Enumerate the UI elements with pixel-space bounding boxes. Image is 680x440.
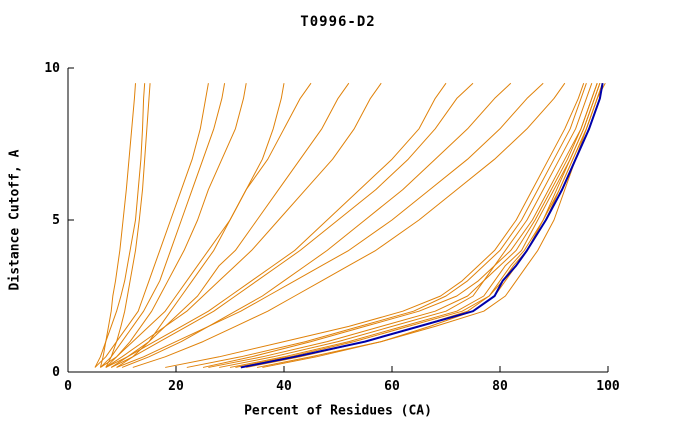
model-series-line xyxy=(186,83,587,368)
model-series-line xyxy=(256,83,604,368)
model-series-line xyxy=(235,83,604,368)
y-tick-label: 10 xyxy=(44,61,60,76)
model-series-line xyxy=(165,83,585,368)
model-series-line xyxy=(105,82,382,368)
y-tick-label: 5 xyxy=(52,213,60,228)
x-tick-label: 80 xyxy=(492,379,508,394)
chart-title: T0996-D2 xyxy=(300,14,376,30)
model-series-line xyxy=(208,83,598,368)
model-series-line xyxy=(105,83,247,368)
y-tick-label: 0 xyxy=(52,365,60,380)
y-axis-label: Distance Cutoff, A xyxy=(7,149,23,291)
x-tick-label: 0 xyxy=(64,379,72,394)
model-series-line xyxy=(100,82,312,368)
model-series-line xyxy=(99,83,136,368)
model-series-line xyxy=(116,83,285,368)
model-series-line xyxy=(100,83,226,368)
x-tick-label: 20 xyxy=(168,379,184,394)
x-tick-label: 60 xyxy=(384,379,400,394)
x-tick-label: 40 xyxy=(276,379,292,394)
model-series-line xyxy=(121,82,512,368)
x-tick-label: 100 xyxy=(596,379,620,394)
model-series-line xyxy=(94,83,209,368)
x-axis-label: Percent of Residues (CA) xyxy=(244,403,432,419)
model-series-line xyxy=(132,82,566,368)
model-series-line xyxy=(105,82,447,368)
model-series-line xyxy=(105,83,151,368)
model-series-line xyxy=(202,83,598,368)
model-series-line xyxy=(94,83,146,368)
model-series-line xyxy=(219,83,593,368)
highlight-series-line xyxy=(240,83,604,369)
model-series-line xyxy=(116,82,544,368)
model-series-line xyxy=(110,82,474,368)
model-series-line xyxy=(262,82,606,368)
model-series-line xyxy=(110,82,350,368)
